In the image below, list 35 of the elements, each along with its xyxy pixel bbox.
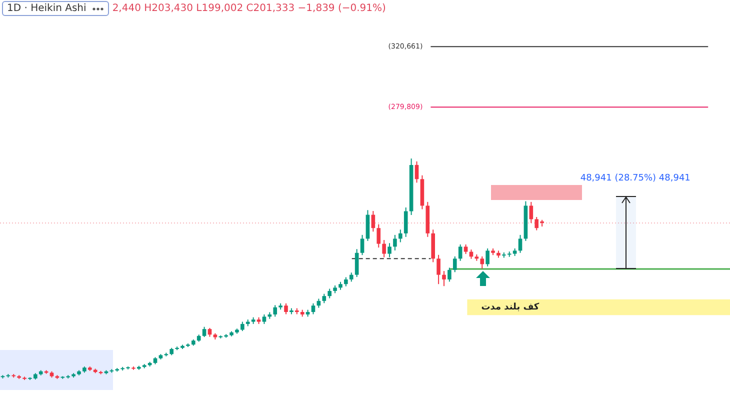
candlestick [518, 234, 522, 254]
candlestick [442, 270, 446, 287]
candlestick [328, 288, 332, 299]
candlestick [202, 326, 206, 338]
candlestick [382, 240, 386, 258]
candlestick [371, 210, 376, 232]
candlestick [448, 267, 452, 282]
candlestick [398, 229, 402, 243]
candlestick [529, 201, 534, 224]
candlestick [404, 206, 408, 238]
candlestick [262, 314, 266, 324]
candlestick [464, 244, 468, 254]
candlestick [354, 248, 359, 278]
candlestick [273, 304, 278, 318]
candlestick [452, 256, 457, 273]
candlestick [376, 224, 381, 248]
candlestick [388, 242, 392, 258]
candlestick [480, 256, 484, 270]
band-label: کف بلند مدت [481, 302, 540, 313]
candlestick [414, 160, 419, 184]
chart-subtitle: 2,440 H203,430 L199,002 C201,333 −1,839 (−0.91%) [112, 3, 386, 14]
candlestick [360, 234, 364, 256]
candlestick [322, 293, 326, 304]
candlestick [284, 302, 288, 315]
candlestick [436, 254, 440, 285]
candlestick [486, 248, 490, 267]
chart-title: 1D · Heikin Ashi [7, 3, 86, 14]
candlestick [344, 276, 348, 287]
candlestick [458, 244, 462, 262]
candlestick [349, 272, 354, 282]
candlestick [366, 210, 370, 242]
candlestick [393, 234, 397, 251]
candlestick [311, 302, 316, 315]
annotation: 48,941 (28.75%) 48,941 [580, 174, 690, 184]
candlestick [240, 321, 244, 332]
